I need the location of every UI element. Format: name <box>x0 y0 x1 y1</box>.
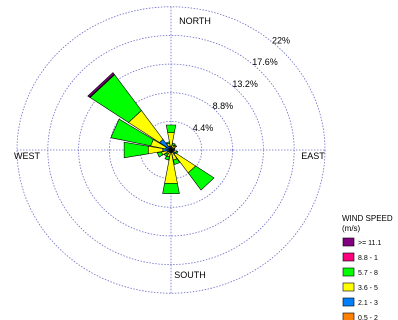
legend-label: 8.8 - 1 <box>358 255 378 262</box>
legend-label: 3.6 - 5 <box>358 285 378 292</box>
ring-label: 13.2% <box>232 79 258 89</box>
direction-label-east: EAST <box>301 151 325 161</box>
wind-petal-segment <box>173 158 181 166</box>
wind-petal-segment <box>173 144 178 148</box>
legend-label: 0.5 - 2 <box>358 315 378 320</box>
wind-petal-segment <box>173 147 176 150</box>
wind-petal-segment <box>87 72 115 98</box>
legend-swatch <box>342 282 355 292</box>
legend-swatch <box>342 252 355 262</box>
wind-petal-segment <box>110 118 154 147</box>
wind-petal-segment <box>162 183 180 194</box>
legend-label: 2.1 - 3 <box>358 300 378 307</box>
wind-petal-segment <box>165 124 177 133</box>
grid-ring <box>16 6 326 294</box>
direction-label-north: NORTH <box>179 16 211 26</box>
wind-petal-segment <box>163 152 169 157</box>
wind-petal-segment <box>89 74 142 123</box>
legend-label: >= 11.1 <box>358 240 381 247</box>
direction-label-west: WEST <box>14 151 41 161</box>
legend-items: >= 11.1 8.8 - 1 5.7 - 8 3.6 - 5 2.1 - 3 0.5 -… <box>342 237 381 320</box>
wind-petal-segment <box>123 141 149 159</box>
legend-swatch <box>342 312 355 320</box>
legend-swatch <box>342 237 355 247</box>
ring-label: 17.6% <box>252 57 278 67</box>
wind-petal-segment <box>164 155 170 161</box>
legend-units: (m/s) <box>342 224 361 233</box>
legend-swatch <box>342 297 355 307</box>
wind-petal-segment <box>165 141 170 145</box>
legend-swatch <box>342 267 355 277</box>
ring-label: 22% <box>272 35 290 45</box>
legend-title: WIND SPEED <box>342 214 393 223</box>
legend: WIND SPEED (m/s) >= 11.1 8.8 - 1 5.7 - 8 3.… <box>342 214 393 320</box>
ring-label: 8.8% <box>213 101 234 111</box>
wind-petal-segment <box>156 151 164 158</box>
grid-ring <box>109 92 233 208</box>
ring-labels: 4.4% 8.8% 13.2% 17.6% 22% <box>193 35 290 133</box>
wind-petal-segment <box>187 165 215 191</box>
wind-petals <box>87 72 215 194</box>
ring-label: 4.4% <box>193 123 214 133</box>
direction-label-south: SOUTH <box>174 270 206 280</box>
legend-label: 5.7 - 8 <box>358 270 378 277</box>
